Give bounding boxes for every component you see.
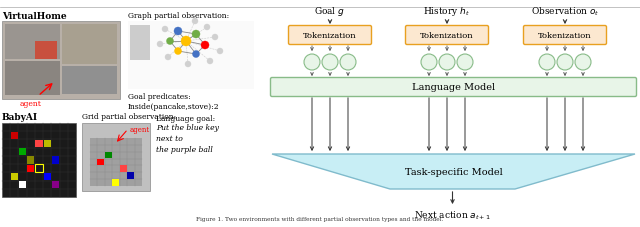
Bar <box>62 67 117 95</box>
Circle shape <box>439 55 455 71</box>
Text: $F_\theta$: $F_\theta$ <box>424 58 433 68</box>
Circle shape <box>162 27 168 33</box>
FancyBboxPatch shape <box>524 26 607 45</box>
Text: Task-specific Model: Task-specific Model <box>404 167 502 176</box>
Circle shape <box>204 25 210 31</box>
Circle shape <box>304 55 320 71</box>
Bar <box>35 164 43 173</box>
Circle shape <box>217 49 223 55</box>
Circle shape <box>322 55 338 71</box>
Bar <box>19 148 26 156</box>
Circle shape <box>175 48 182 55</box>
Bar <box>2 22 120 100</box>
Text: $F_\theta$: $F_\theta$ <box>442 58 451 68</box>
Circle shape <box>421 55 437 71</box>
Text: Grid partial observation:: Grid partial observation: <box>82 113 176 121</box>
Bar <box>52 157 59 164</box>
Text: VirtualHome: VirtualHome <box>2 12 67 21</box>
Bar <box>105 152 112 158</box>
Text: $F_\theta$: $F_\theta$ <box>326 58 335 68</box>
Text: $F_\theta$: $F_\theta$ <box>543 58 552 68</box>
Bar <box>62 25 117 65</box>
Bar <box>130 26 150 61</box>
Bar <box>2 123 76 197</box>
Bar <box>44 173 51 180</box>
Bar <box>27 157 35 164</box>
Circle shape <box>165 55 171 61</box>
Text: BabyAI: BabyAI <box>2 113 38 121</box>
Circle shape <box>174 28 182 36</box>
Bar <box>11 173 18 180</box>
Circle shape <box>340 55 356 71</box>
Text: $F_\theta$: $F_\theta$ <box>461 58 470 68</box>
Text: $F_\theta$: $F_\theta$ <box>579 58 588 68</box>
Circle shape <box>185 62 191 68</box>
Bar <box>112 179 119 186</box>
Bar <box>52 181 59 188</box>
Circle shape <box>539 55 555 71</box>
Text: Tokenization: Tokenization <box>420 32 474 40</box>
FancyBboxPatch shape <box>289 26 371 45</box>
Text: Language Model: Language Model <box>412 83 495 92</box>
Circle shape <box>181 37 191 47</box>
FancyBboxPatch shape <box>271 78 637 97</box>
Circle shape <box>192 19 198 25</box>
Bar <box>44 140 51 148</box>
Text: History $h_t$: History $h_t$ <box>424 5 470 18</box>
Text: Put the blue key
next to
the purple ball: Put the blue key next to the purple ball <box>156 123 219 153</box>
Bar <box>82 123 150 191</box>
Circle shape <box>157 42 163 48</box>
Polygon shape <box>272 154 635 189</box>
Text: Tokenization: Tokenization <box>303 32 357 40</box>
Circle shape <box>457 55 473 71</box>
Circle shape <box>166 38 173 45</box>
Text: Observation $o_t$: Observation $o_t$ <box>531 5 599 18</box>
Circle shape <box>207 59 213 65</box>
Bar <box>5 25 60 60</box>
Text: agent: agent <box>20 100 42 108</box>
Text: Figure 1. Two environments with different partial observation types and the mode: Figure 1. Two environments with differen… <box>196 216 444 221</box>
Text: Goal predicates:
Inside(pancake,stove):2: Goal predicates: Inside(pancake,stove):2 <box>128 93 220 111</box>
Bar <box>127 173 134 179</box>
Circle shape <box>201 42 209 50</box>
Text: Goal $g$: Goal $g$ <box>314 5 346 18</box>
Bar <box>11 132 18 139</box>
Circle shape <box>192 31 200 39</box>
Bar <box>27 165 35 172</box>
Bar <box>97 159 104 165</box>
Circle shape <box>557 55 573 71</box>
Bar <box>35 42 57 60</box>
Text: $F_\theta$: $F_\theta$ <box>561 58 570 68</box>
Bar <box>120 166 127 172</box>
Bar <box>5 62 60 96</box>
Text: Graph partial observation:: Graph partial observation: <box>128 12 229 20</box>
Bar <box>128 22 254 90</box>
Bar <box>19 181 26 188</box>
Text: $F_\theta$: $F_\theta$ <box>308 58 316 68</box>
Text: $F_\theta$: $F_\theta$ <box>344 58 353 68</box>
Bar <box>35 140 43 148</box>
Circle shape <box>575 55 591 71</box>
Text: Next action $a_{t+1}$: Next action $a_{t+1}$ <box>414 209 491 222</box>
FancyBboxPatch shape <box>406 26 488 45</box>
Circle shape <box>212 35 218 41</box>
Circle shape <box>193 51 200 58</box>
Text: agent: agent <box>130 126 150 133</box>
Bar <box>90 138 142 186</box>
Text: Language goal:: Language goal: <box>156 114 215 122</box>
Text: Tokenization: Tokenization <box>538 32 592 40</box>
